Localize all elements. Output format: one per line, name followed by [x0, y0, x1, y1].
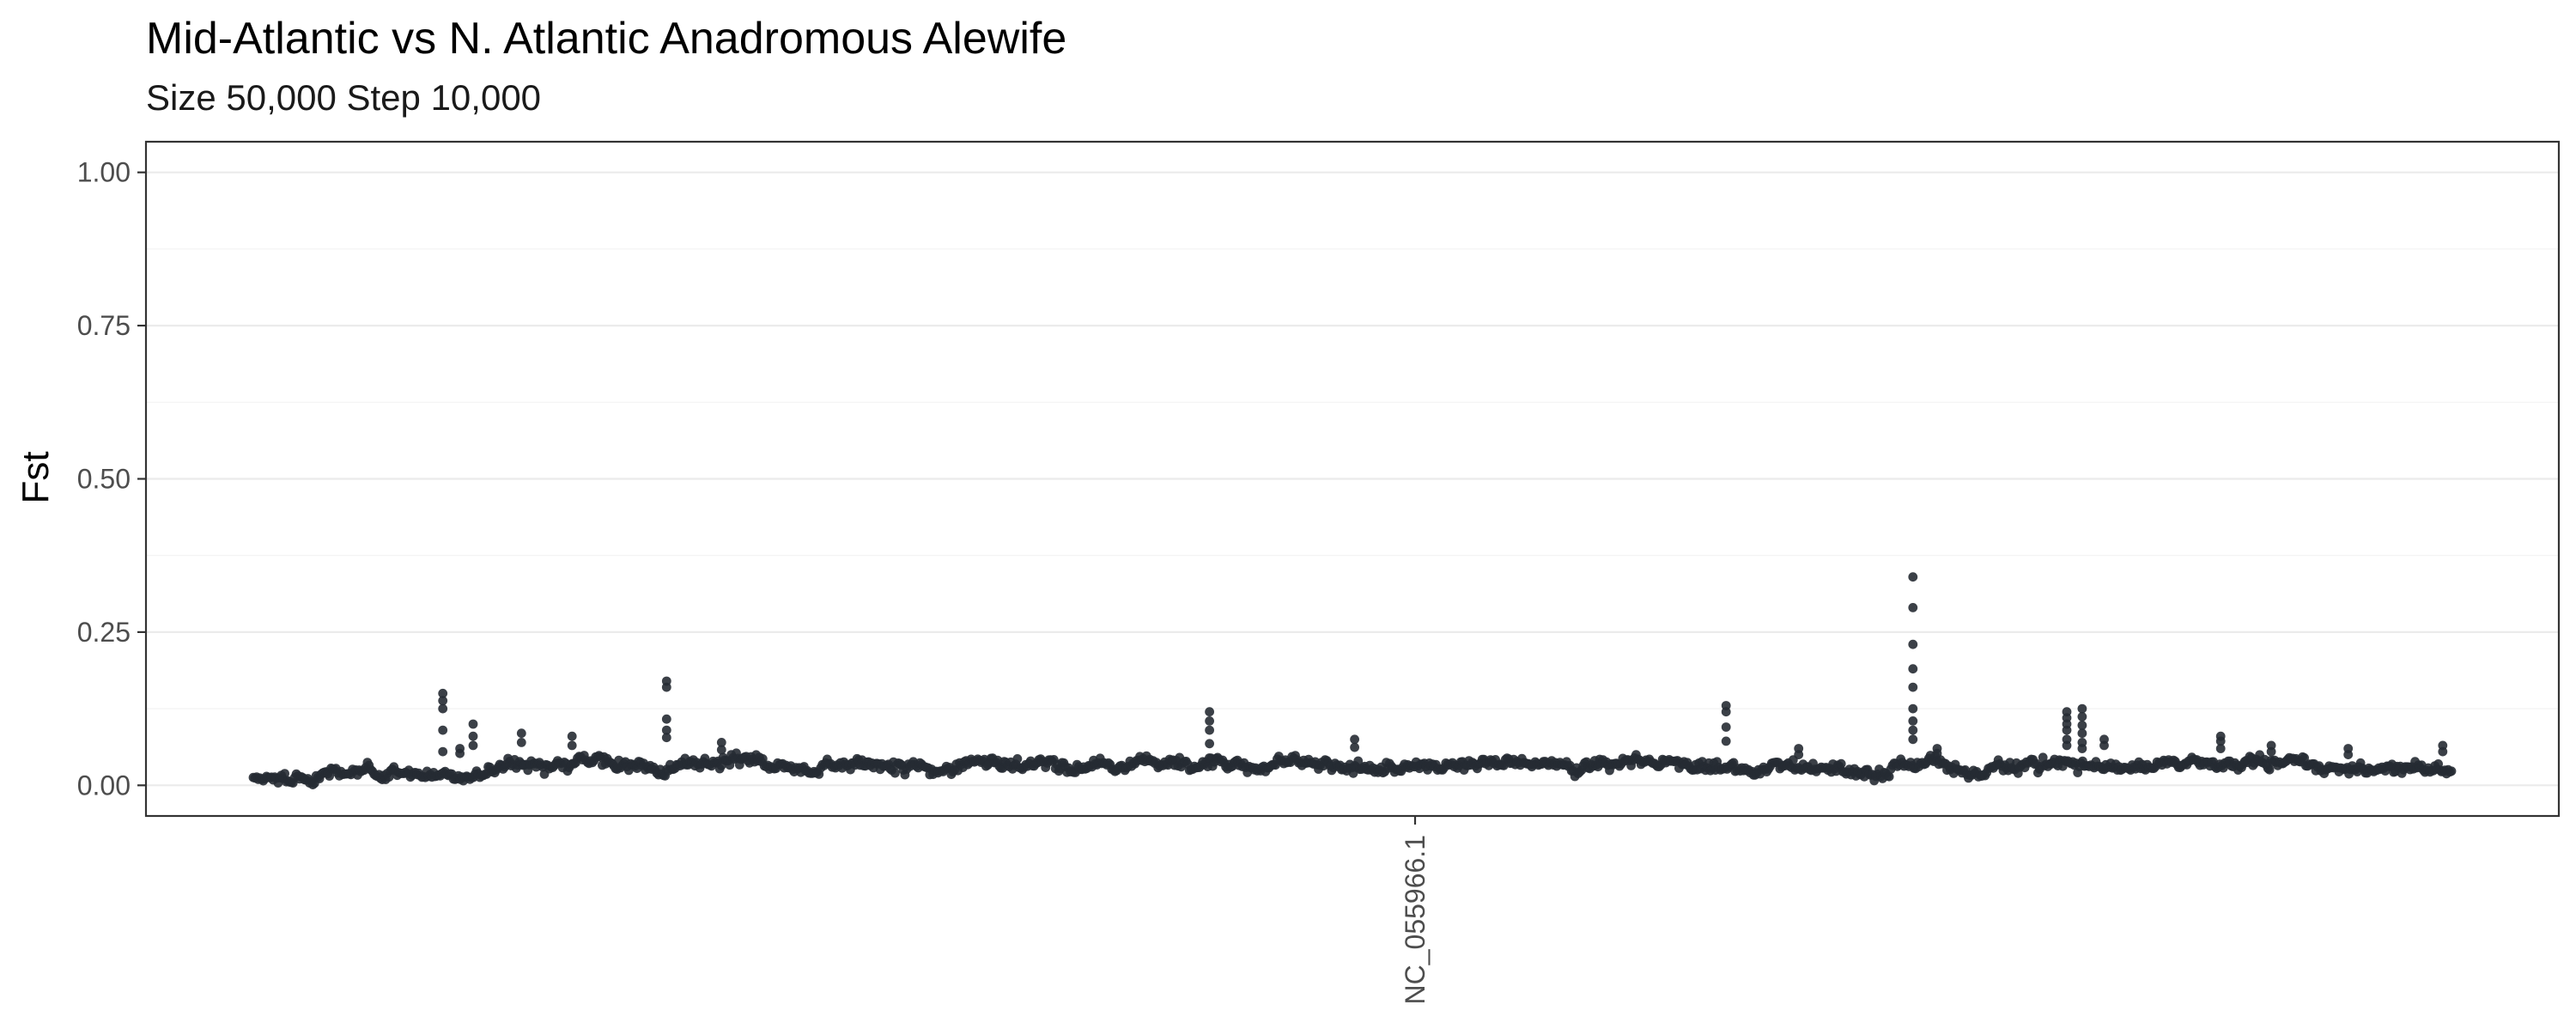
fst-outlier-point: [661, 725, 671, 735]
y-tick-label: 0.75: [77, 310, 131, 341]
fst-point: [1012, 754, 1023, 764]
fst-outlier-point: [567, 740, 577, 751]
fst-outlier-point: [438, 688, 448, 698]
x-tick-label: NC_055966.1: [1400, 835, 1431, 1004]
fst-outlier-point: [1908, 603, 1918, 612]
fst-point: [890, 768, 900, 778]
fst-outlier-point: [1908, 716, 1918, 726]
fst-outlier-point: [1721, 707, 1731, 717]
fst-outlier-point: [1908, 572, 1918, 582]
fst-outlier-point: [1205, 725, 1214, 735]
fst-point: [325, 771, 334, 781]
fst-outlier-point: [1908, 734, 1918, 745]
fst-outlier-point: [1908, 703, 1918, 714]
fst-outlier-point: [716, 745, 726, 755]
fst-outlier-point: [2062, 740, 2072, 751]
fst-outlier-point: [1350, 734, 1359, 745]
fst-outlier-point: [2077, 712, 2087, 721]
chart-title: Mid-Atlantic vs N. Atlantic Anadromous A…: [146, 14, 1066, 64]
fst-point: [1884, 771, 1894, 782]
fst-outlier-point: [661, 733, 671, 743]
fst-outlier-point: [1908, 664, 1918, 674]
fst-outlier-point: [2062, 725, 2072, 735]
fst-outlier-point: [2215, 736, 2226, 746]
fst-outlier-point: [2215, 744, 2226, 753]
fst-outlier-point: [2077, 721, 2087, 730]
fst-outlier-point: [2343, 750, 2354, 759]
fst-outlier-point: [1205, 716, 1214, 726]
fst-outlier-point: [1794, 750, 1804, 759]
fst-outlier-point: [455, 748, 465, 758]
fst-outlier-point: [468, 740, 478, 751]
fst-outlier-point: [468, 719, 478, 729]
y-axis-title: Fst: [15, 451, 57, 503]
fst-outlier-point: [1205, 739, 1214, 749]
fst-outlier-point: [661, 682, 671, 692]
fst-outlier-point: [1908, 639, 1918, 649]
fst-outlier-point: [516, 728, 526, 739]
fst-outlier-point: [2077, 728, 2087, 739]
fst-outlier-point: [1908, 725, 1918, 735]
fst-outlier-point: [567, 731, 577, 741]
fst-outlier-point: [661, 714, 671, 724]
fst-point: [1353, 756, 1364, 766]
fst-point: [280, 769, 289, 778]
fst-outlier-point: [2438, 746, 2448, 757]
fst-outlier-point: [438, 746, 448, 757]
fst-outlier-point: [2099, 740, 2109, 751]
x-axis-ticks: NC_055966.1: [1400, 816, 1431, 1004]
fst-point: [2300, 752, 2310, 763]
fst-outlier-point: [1721, 722, 1731, 732]
fst-point: [2038, 752, 2048, 763]
fst-outlier-point: [2077, 744, 2087, 753]
fst-outlier-point: [2266, 746, 2276, 757]
fst-outlier-point: [516, 738, 526, 747]
fst-point: [2446, 766, 2457, 776]
fst-outlier-point: [1932, 748, 1942, 758]
fst-outlier-point: [1721, 736, 1731, 746]
y-tick-label: 0.00: [77, 770, 131, 801]
fst-outlier-point: [1350, 742, 1359, 752]
data-points: [248, 572, 2457, 789]
fst-outlier-point: [1908, 682, 1918, 692]
y-tick-label: 0.25: [77, 617, 131, 648]
fst-outlier-point: [468, 731, 478, 741]
y-tick-label: 0.50: [77, 464, 131, 495]
y-tick-label: 1.00: [77, 157, 131, 188]
fst-point: [757, 754, 768, 764]
fst-outlier-point: [438, 725, 448, 735]
fst-outlier-point: [438, 703, 448, 714]
fst-outlier-point: [2077, 703, 2087, 714]
fst-outlier-point: [716, 738, 726, 747]
chart-subtitle: Size 50,000 Step 10,000: [146, 77, 541, 118]
fst-point: [2264, 764, 2275, 775]
grid-lines: [146, 171, 2559, 787]
fst-outlier-point: [438, 696, 448, 706]
fst-point: [1836, 758, 1846, 769]
fst-outlier-point: [1205, 707, 1214, 717]
y-axis-ticks: 0.00 0.25 0.50 0.75 1.00: [77, 157, 146, 801]
